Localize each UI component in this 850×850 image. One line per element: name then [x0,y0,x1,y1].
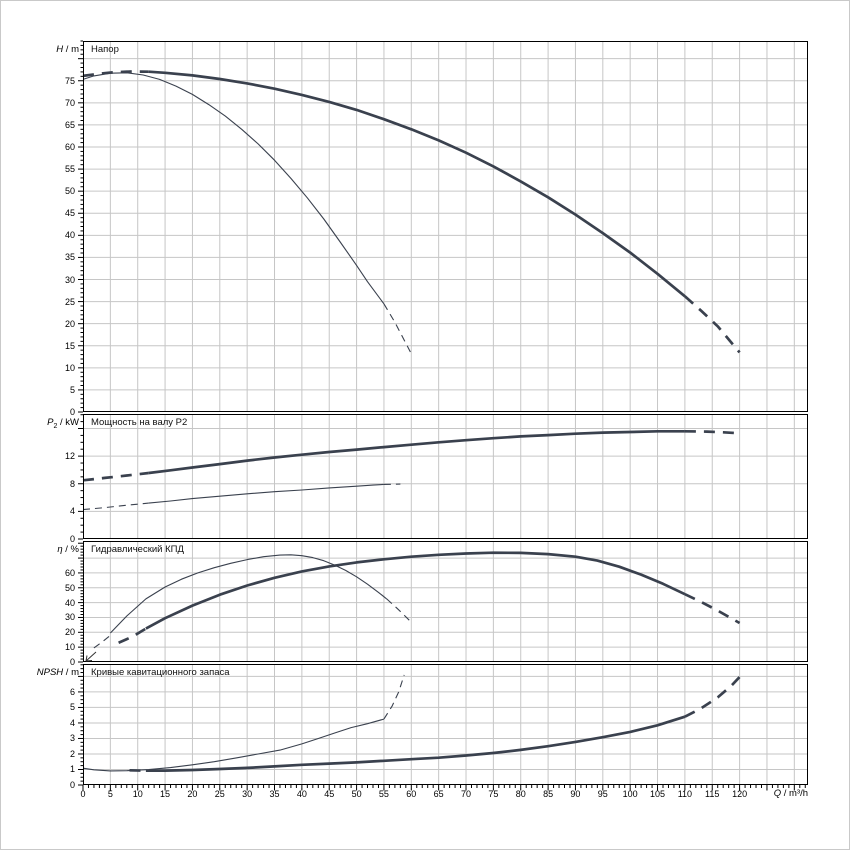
y-tick-label: 20 [64,627,75,638]
efficiency-curve-min-solid-segment [110,554,388,634]
x-tick-label: 40 [296,789,307,799]
chart-title-npsh: Кривые кавитационного запаса [91,667,230,678]
x-tick-label: 85 [543,789,554,799]
x-tick-label: 80 [515,789,526,799]
head-curve-max-dashed-segment [82,70,149,78]
y-tick-label: 60 [64,567,75,578]
head-curve-min-solid-segment [82,72,385,305]
x-tick-label: 90 [570,789,581,799]
chart-frame [83,664,808,785]
efficiency-curve-max-solid-segment [145,551,686,630]
power-curve-max-dashed-segment [684,429,740,435]
y-axis-label-head: H / m [56,44,79,55]
x-tick-label: 115 [705,789,720,799]
y-tick-label: 40 [64,230,75,241]
y-axis-label-efficiency: η / % [57,544,79,555]
y-tick-label: 8 [69,478,75,489]
y-tick-label: 15 [64,340,75,351]
y-tick-label: 6 [69,686,75,697]
chart-title-head: Напор [91,44,119,55]
y-tick-label: 5 [69,702,75,713]
y-tick-label: 55 [64,164,75,175]
y-tick-label: 60 [64,142,75,152]
y-tick-label: 45 [64,208,75,219]
efficiency-curve-max-dashed-segment [684,592,741,625]
y-tick-label: 65 [64,119,75,130]
npsh-curve-min-dashed-segment [383,674,405,720]
y-tick-label: 20 [64,318,75,329]
x-tick-label: 0 [80,789,86,799]
power-curve-max-solid-segment [148,429,685,475]
y-tick-label: 50 [64,582,75,593]
head-curve-max-dashed-segment [684,295,741,354]
x-tick-label: 10 [132,789,143,799]
x-tick-label: 50 [351,789,362,799]
y-tick-label: 10 [64,642,75,653]
cursor-arrow-icon [85,651,97,662]
y-tick-label: 2 [69,748,75,759]
x-tick-label: 5 [107,789,113,799]
x-tick-label: 95 [597,789,608,799]
x-tick-label: 105 [650,789,666,799]
y-tick-label: 0 [69,407,75,417]
power-curve-min-dashed-segment [82,502,149,511]
x-tick-label: 55 [378,789,389,799]
x-tick-label: 110 [677,789,693,799]
x-axis-label-flow: Q / m³/h [773,788,808,799]
chart-frame [83,41,808,412]
y-tick-label: 75 [64,75,75,86]
y-tick-label: 10 [64,362,75,373]
x-tick-label: 15 [160,789,171,799]
x-tick-label: 30 [242,789,253,799]
y-tick-label: 0 [69,657,75,667]
x-tick-label: 25 [214,789,225,799]
x-tick-label: 35 [269,789,280,799]
efficiency-curve-min-dashed-segment [93,634,111,649]
y-axis-label-npsh: NPSH / m [36,667,79,678]
x-tick-label: 100 [622,789,638,799]
chart-title-efficiency: Гидравлический КПД [91,544,184,555]
y-tick-label: 0 [69,534,75,544]
x-tick-label: 75 [488,789,499,799]
y-tick-label: 4 [69,717,75,728]
y-tick-label: 4 [69,506,75,517]
x-tick-label: 20 [187,789,198,799]
npsh-curve-min-solid-segment [82,718,385,772]
y-tick-label: 30 [64,274,75,285]
chart-title-power: Мощность на валу P2 [91,417,188,428]
y-axis-label-power: P2 / kW [47,417,79,430]
y-tick-label: 30 [64,612,75,623]
y-tick-label: 70 [64,97,75,108]
npsh-curve-max-solid-segment [145,715,686,773]
y-tick-label: 5 [69,384,75,395]
y-tick-label: 3 [69,733,75,744]
x-tick-label: 70 [461,789,472,799]
y-tick-label: 40 [64,597,75,608]
y-tick-label: 1 [69,764,75,775]
y-tick-label: 35 [64,252,75,263]
efficiency-curve-min-dashed-segment [386,598,412,623]
chart-frame [83,414,808,539]
x-tick-label: 60 [406,789,417,799]
y-tick-label: 25 [64,296,75,307]
power-curve-min-solid-segment [148,483,384,504]
y-tick-label: 12 [64,451,75,462]
y-tick-label: 0 [69,780,75,790]
power-curve-max-dashed-segment [82,471,149,482]
x-tick-label: 45 [324,789,335,799]
head-curve-max-solid-segment [148,70,686,298]
npsh-curve-max-dashed-segment [684,673,744,718]
chart-frame [83,541,808,662]
x-tick-label: 120 [732,789,748,799]
y-tick-label: 50 [64,186,75,197]
efficiency-curve-max-dashed-segment [118,627,147,644]
x-tick-label: 65 [433,789,444,799]
